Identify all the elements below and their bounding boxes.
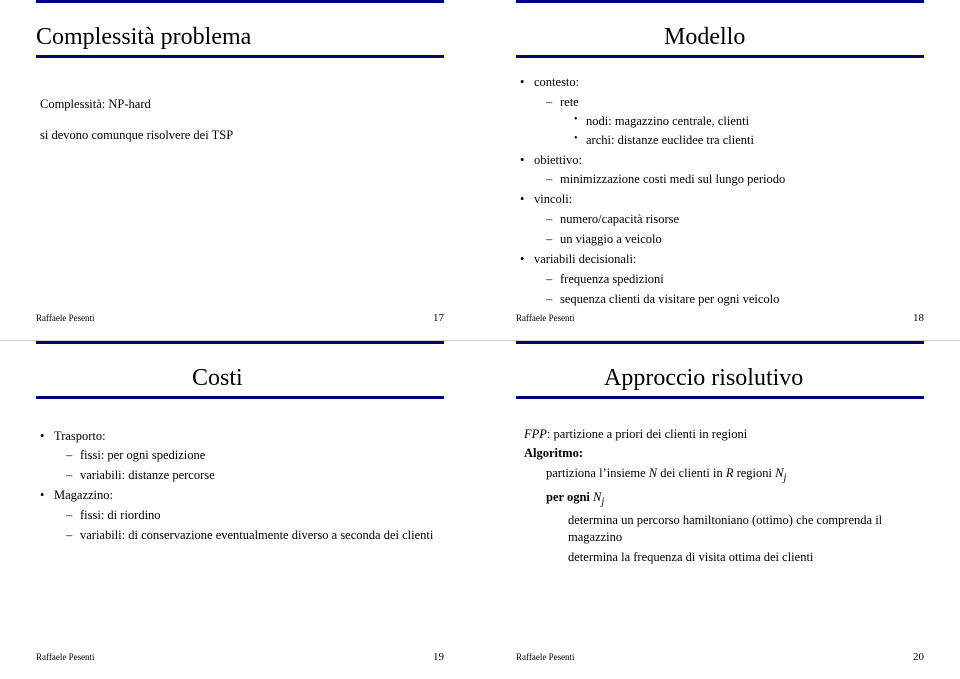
bullet-text: rete [560, 95, 579, 109]
slide-modello: Modello contesto: rete nodi: magazzino c… [480, 0, 960, 340]
bullet-text: archi: distanze euclidee tra clienti [586, 133, 754, 147]
bullet-text: contesto: [534, 75, 579, 89]
algo-line-perogni: per ogni Nj [524, 489, 924, 510]
bullet-text: sequenza clienti da visitare per ogni ve… [560, 292, 779, 306]
list-item: un viaggio a veicolo [546, 231, 924, 248]
footer-author: Raffaele Pesenti [36, 313, 95, 323]
page-number: 20 [913, 651, 924, 663]
list-item: nodi: magazzino centrale, clienti [574, 113, 924, 130]
bullet-text: fissi: di riordino [80, 508, 161, 522]
algo-line-algoritmo: Algoritmo: [524, 445, 924, 462]
slide-footer: Raffaele Pesenti 20 [516, 651, 924, 663]
line-tsp: si devono comunque risolvere dei TSP [40, 127, 444, 144]
bullet-text: Trasporto: [54, 429, 106, 443]
slide-body: Trasporto: fissi: per ogni spedizione va… [36, 415, 444, 544]
line-np-hard: Complessità: NP-hard [40, 96, 444, 113]
slide-body: contesto: rete nodi: magazzino centrale,… [516, 74, 924, 308]
bullet-text: minimizzazione costi medi sul lungo peri… [560, 172, 785, 186]
slide-body: Complessità: NP-hard si devono comunque … [36, 74, 444, 144]
list-item: variabili decisionali: frequenza spedizi… [520, 251, 924, 308]
list-item: fissi: per ogni spedizione [66, 447, 444, 464]
algo-line-hamiltoniano: determina un percorso hamiltoniano (otti… [524, 512, 924, 546]
title-underline [516, 396, 924, 399]
title-underline [36, 55, 444, 58]
fpp-label: FPP [524, 427, 547, 441]
footer-author: Raffaele Pesenti [516, 313, 575, 323]
page-number: 17 [433, 312, 444, 324]
slide-title: Modello [664, 24, 924, 51]
slide-costi: Costi Trasporto: fissi: per ogni spedizi… [0, 340, 480, 679]
list-item: archi: distanze euclidee tra clienti [574, 132, 924, 149]
list-item: numero/capacità risorse [546, 211, 924, 228]
slide-title: Costi [192, 365, 444, 392]
list-item: minimizzazione costi medi sul lungo peri… [546, 171, 924, 188]
footer-author: Raffaele Pesenti [36, 652, 95, 662]
algo-line-frequenza: determina la frequenza di visita ottima … [524, 549, 924, 566]
list-item: contesto: rete nodi: magazzino centrale,… [520, 74, 924, 149]
bullet-text: nodi: magazzino centrale, clienti [586, 114, 749, 128]
bullet-text: vincoli: [534, 192, 572, 206]
algo-line-fpp: FPP: partizione a priori dei clienti in … [524, 426, 924, 443]
bullet-text: numero/capacità risorse [560, 212, 679, 226]
bullet-text: obiettivo: [534, 153, 582, 167]
list-item: rete nodi: magazzino centrale, clienti a… [546, 94, 924, 149]
slide-approccio-risolutivo: Approccio risolutivo FPP: partizione a p… [480, 340, 960, 679]
slide-complessita-problema: Complessità problema Complessità: NP-har… [0, 0, 480, 340]
slide-top-rule [516, 341, 924, 344]
slide-body: FPP: partizione a priori dei clienti in … [516, 415, 924, 567]
list-item: Magazzino: fissi: di riordino variabili:… [40, 487, 444, 544]
fpp-text: : partizione a priori dei clienti in reg… [547, 427, 747, 441]
list-item: sequenza clienti da visitare per ogni ve… [546, 291, 924, 308]
bullet-text: un viaggio a veicolo [560, 232, 662, 246]
bullet-text: variabili: di conservazione eventualment… [80, 528, 433, 542]
page-number: 18 [913, 312, 924, 324]
slide-top-rule [36, 0, 444, 3]
title-underline [36, 396, 444, 399]
list-item: obiettivo: minimizzazione costi medi sul… [520, 152, 924, 189]
algo-line-partiziona: partiziona l’insieme N dei clienti in R … [524, 465, 924, 486]
bullet-text: fissi: per ogni spedizione [80, 448, 205, 462]
slide-footer: Raffaele Pesenti 18 [516, 312, 924, 324]
slide-footer: Raffaele Pesenti 17 [36, 312, 444, 324]
list-item: variabili: di conservazione eventualment… [66, 527, 444, 544]
bullet-text: frequenza spedizioni [560, 272, 664, 286]
slide-title: Approccio risolutivo [604, 365, 924, 392]
list-item: fissi: di riordino [66, 507, 444, 524]
bullet-text: Magazzino: [54, 488, 113, 502]
bullet-text: variabili decisionali: [534, 252, 636, 266]
title-underline [516, 55, 924, 58]
bullet-text: variabili: distanze percorse [80, 468, 215, 482]
footer-author: Raffaele Pesenti [516, 652, 575, 662]
slide-title: Complessità problema [36, 24, 444, 51]
slide-footer: Raffaele Pesenti 19 [36, 651, 444, 663]
page-number: 19 [433, 651, 444, 663]
list-item: variabili: distanze percorse [66, 467, 444, 484]
slide-top-rule [516, 0, 924, 3]
slide-top-rule [36, 341, 444, 344]
list-item: vincoli: numero/capacità risorse un viag… [520, 191, 924, 248]
list-item: frequenza spedizioni [546, 271, 924, 288]
list-item: Trasporto: fissi: per ogni spedizione va… [40, 428, 444, 485]
